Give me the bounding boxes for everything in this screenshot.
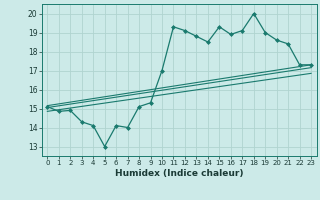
X-axis label: Humidex (Indice chaleur): Humidex (Indice chaleur) [115,169,244,178]
